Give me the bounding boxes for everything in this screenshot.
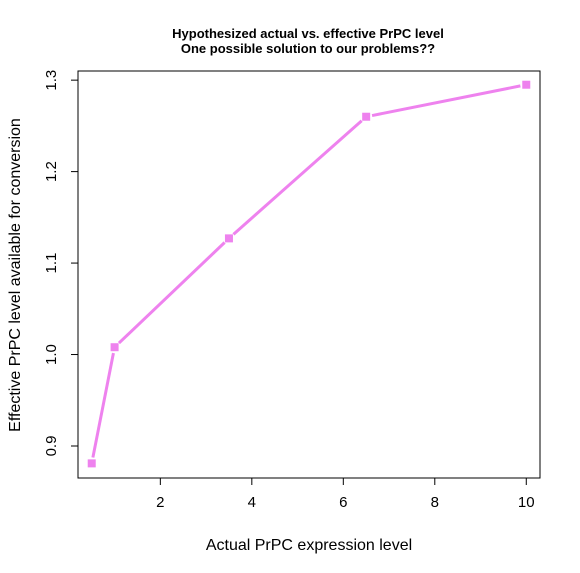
series-0-point-3	[362, 112, 371, 121]
series-layer	[87, 80, 531, 468]
y-axis-label: Effective PrPC level available for conve…	[7, 118, 24, 432]
series-0-point-1	[110, 343, 119, 352]
x-tick-label-0: 2	[156, 494, 164, 511]
x-axis-label: Actual PrPC expression level	[206, 537, 412, 554]
x-tick-label-4: 10	[518, 494, 535, 511]
series-0-segment-2	[232, 119, 363, 236]
x-tick-label-2: 6	[339, 494, 347, 511]
x-tick-label-3: 8	[431, 494, 439, 511]
y-tick-label-4: 1.3	[43, 70, 60, 91]
y-tick-label-0: 0.9	[43, 436, 60, 457]
series-0-segment-0	[91, 352, 115, 458]
x-tick-label-1: 4	[248, 494, 256, 511]
chart-subtitle: One possible solution to our problems??	[181, 41, 435, 56]
series-0-point-2	[224, 234, 233, 243]
series-0-point-4	[522, 80, 531, 89]
y-tick-label-2: 1.1	[43, 253, 60, 274]
y-tick-label-1: 1.0	[43, 344, 60, 365]
plot-frame	[77, 70, 541, 479]
series-0-segment-3	[371, 84, 521, 118]
series-0-point-0	[87, 459, 96, 468]
chart-title: Hypothesized actual vs. effective PrPC l…	[172, 26, 444, 41]
y-tick-label-3: 1.2	[43, 161, 60, 182]
y-axis: 0.9 1.0 1.1 1.2 1.3	[43, 70, 78, 457]
series-0-segment-1	[117, 241, 226, 345]
x-axis: 2 4 6 8 10	[156, 478, 535, 511]
